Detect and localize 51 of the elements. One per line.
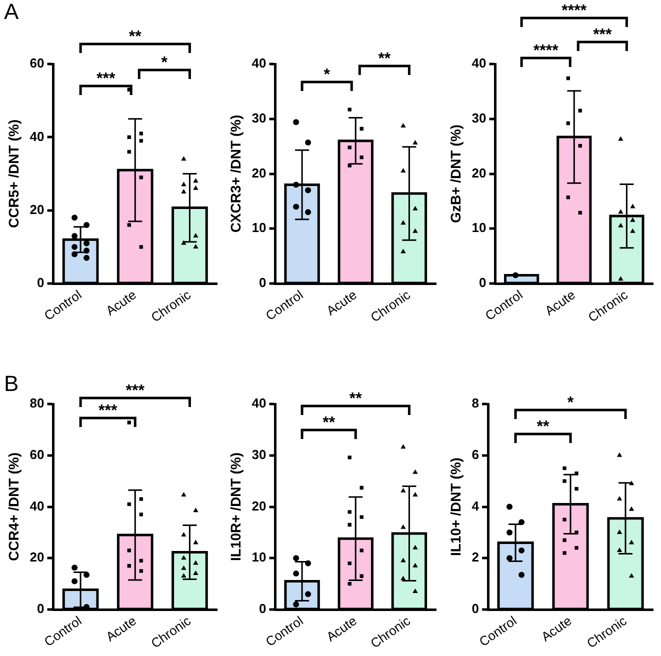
annotation: ** xyxy=(378,50,392,68)
y-tick-label: 40 xyxy=(30,128,44,144)
y-tick-label: 60 xyxy=(30,56,44,71)
y-axis-title: GzB+ /DNT (%) xyxy=(447,124,464,223)
y-axis-title: CCR5+ /DNT (%) xyxy=(5,120,22,228)
y-tick-label: 20 xyxy=(30,550,44,565)
y-tick-label: 30 xyxy=(252,446,266,462)
y-tick-label: 10 xyxy=(252,550,266,565)
y-tick-label: 0 xyxy=(37,275,44,290)
y-tick-label: 40 xyxy=(252,56,266,71)
y-tick-label: 0 xyxy=(479,275,486,290)
y-tick-label: 0 xyxy=(259,275,266,290)
text: A xyxy=(4,0,19,24)
y-tick-label: 20 xyxy=(252,165,266,180)
annotation: *** xyxy=(98,402,118,420)
annotation: * xyxy=(324,66,331,84)
y-tick-label: 30 xyxy=(252,110,266,126)
y-tick-label: 4 xyxy=(472,498,480,514)
y-axis-title: CCR4+ /DNT (%) xyxy=(5,452,22,562)
y-tick-label: 6 xyxy=(472,446,480,462)
annotation: *** xyxy=(96,70,116,88)
y-tick-label: 40 xyxy=(30,498,44,514)
annotation: * xyxy=(161,54,168,72)
text: **** xyxy=(533,42,560,60)
y-tick-label: 8 xyxy=(472,396,480,411)
y-tick-label: 10 xyxy=(472,220,486,236)
y-axis-title: IL10R+ /DNT (%) xyxy=(227,452,244,562)
text: *** xyxy=(593,26,613,44)
y-tick-label: 40 xyxy=(472,56,486,71)
y-axis-title: CXCR3+ /DNT (%) xyxy=(227,114,244,233)
y-tick-label: 10 xyxy=(252,220,266,236)
text: **** xyxy=(562,2,588,20)
y-tick-label: 80 xyxy=(30,396,44,411)
y-tick-label: 40 xyxy=(252,396,266,411)
y-tick-label: 20 xyxy=(472,165,486,180)
y-tick-label: 20 xyxy=(252,498,266,514)
y-tick-label: 2 xyxy=(472,550,480,565)
y-tick-label: 60 xyxy=(30,446,44,462)
y-tick-label: 0 xyxy=(472,601,480,616)
text: B xyxy=(4,371,19,396)
annotation: ** xyxy=(536,418,550,436)
annotation: * xyxy=(567,394,574,412)
annotation: ** xyxy=(322,414,336,432)
y-tick-label: 0 xyxy=(37,601,44,616)
y-tick-label: 30 xyxy=(472,110,486,126)
text: *** xyxy=(126,382,146,400)
y-tick-label: 0 xyxy=(259,601,266,616)
y-axis-title: IL10+ /DNT (%) xyxy=(447,458,464,556)
text: ** xyxy=(128,28,142,46)
y-tick-label: 20 xyxy=(30,202,44,217)
annotation: ** xyxy=(349,390,363,408)
